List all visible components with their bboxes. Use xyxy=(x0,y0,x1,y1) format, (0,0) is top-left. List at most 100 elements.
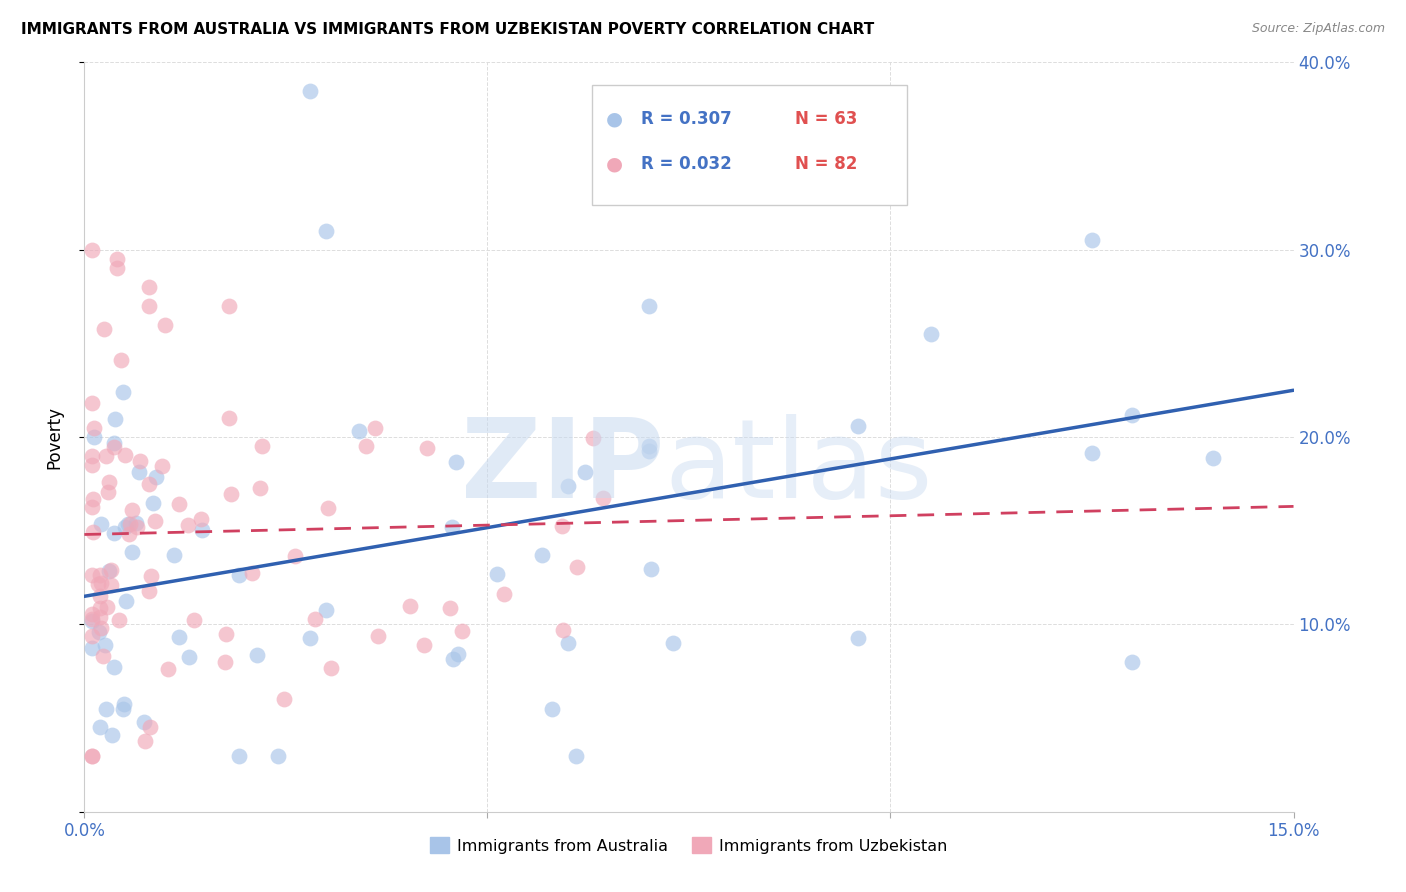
Y-axis label: Poverty: Poverty xyxy=(45,406,63,468)
Point xyxy=(82,615,104,629)
Point xyxy=(117,516,139,531)
Point xyxy=(662,636,685,650)
Point xyxy=(299,631,322,645)
Point xyxy=(315,603,337,617)
Point xyxy=(134,733,156,747)
Point xyxy=(82,748,104,763)
Point xyxy=(1202,451,1225,466)
Point xyxy=(530,548,553,562)
Point xyxy=(89,600,111,615)
Point xyxy=(97,485,120,500)
Point xyxy=(267,748,290,763)
Point xyxy=(82,243,104,257)
Point xyxy=(82,458,104,472)
Point xyxy=(363,421,385,435)
Point xyxy=(412,638,434,652)
Point xyxy=(1121,655,1143,669)
Point xyxy=(138,476,160,491)
Text: ZIP: ZIP xyxy=(461,414,665,521)
Point xyxy=(91,648,114,663)
Point xyxy=(94,449,117,463)
Text: ●: ● xyxy=(606,109,623,128)
Point xyxy=(82,748,104,763)
Point xyxy=(112,702,135,716)
Point xyxy=(150,458,173,473)
Point xyxy=(399,599,422,614)
Point xyxy=(96,600,118,615)
Point xyxy=(94,638,117,652)
Point xyxy=(176,518,198,533)
Point xyxy=(124,516,146,530)
Point xyxy=(82,500,104,515)
Point xyxy=(284,549,307,563)
Point xyxy=(112,697,135,711)
Point xyxy=(574,466,596,480)
Point xyxy=(183,613,205,627)
Point xyxy=(103,436,125,450)
Point xyxy=(846,631,869,645)
Point xyxy=(315,224,337,238)
Point xyxy=(100,578,122,592)
Point xyxy=(321,660,343,674)
Point xyxy=(637,444,659,458)
Point xyxy=(141,569,163,583)
Point xyxy=(447,648,470,662)
Point xyxy=(83,430,105,444)
Point xyxy=(82,640,104,655)
Point xyxy=(218,299,240,313)
Point xyxy=(640,562,662,576)
Point xyxy=(304,612,326,626)
Point xyxy=(98,475,121,490)
Point xyxy=(920,326,942,341)
Point xyxy=(129,454,152,468)
Text: R = 0.307: R = 0.307 xyxy=(641,110,731,128)
Text: R = 0.032: R = 0.032 xyxy=(641,154,731,172)
Point xyxy=(93,321,115,335)
Point xyxy=(103,660,125,674)
Point xyxy=(439,601,461,615)
Text: IMMIGRANTS FROM AUSTRALIA VS IMMIGRANTS FROM UZBEKISTAN POVERTY CORRELATION CHAR: IMMIGRANTS FROM AUSTRALIA VS IMMIGRANTS … xyxy=(21,22,875,37)
Point xyxy=(441,520,464,534)
Point xyxy=(82,396,104,410)
Point xyxy=(551,623,574,637)
Point xyxy=(138,299,160,313)
Point xyxy=(83,421,105,435)
Point xyxy=(228,748,250,763)
Point xyxy=(101,727,124,741)
Point xyxy=(299,83,322,97)
Point xyxy=(104,412,127,426)
Point xyxy=(132,715,155,730)
Point xyxy=(163,548,186,562)
Text: ●: ● xyxy=(606,154,623,173)
Point xyxy=(103,526,125,541)
Point xyxy=(218,411,240,425)
Point xyxy=(115,594,138,608)
Point xyxy=(450,624,472,638)
Point xyxy=(89,568,111,582)
Point xyxy=(492,587,515,601)
Point xyxy=(250,440,273,453)
Point xyxy=(246,648,269,663)
Point xyxy=(121,545,143,559)
Point xyxy=(565,748,588,763)
Point xyxy=(108,613,131,627)
Point xyxy=(114,520,136,534)
Point xyxy=(82,568,104,582)
Point xyxy=(82,524,104,539)
Point xyxy=(138,584,160,599)
Point xyxy=(96,702,118,716)
Point xyxy=(167,497,190,511)
Point xyxy=(557,479,579,493)
Point xyxy=(82,491,104,506)
Point xyxy=(103,440,125,454)
Point xyxy=(214,655,236,669)
Point xyxy=(1081,233,1104,247)
Point xyxy=(114,448,136,462)
Point xyxy=(110,352,132,367)
Point xyxy=(415,441,437,455)
Point xyxy=(90,621,112,635)
Point xyxy=(145,470,167,484)
Point xyxy=(557,636,579,650)
Point xyxy=(592,491,614,505)
Point xyxy=(637,440,659,453)
